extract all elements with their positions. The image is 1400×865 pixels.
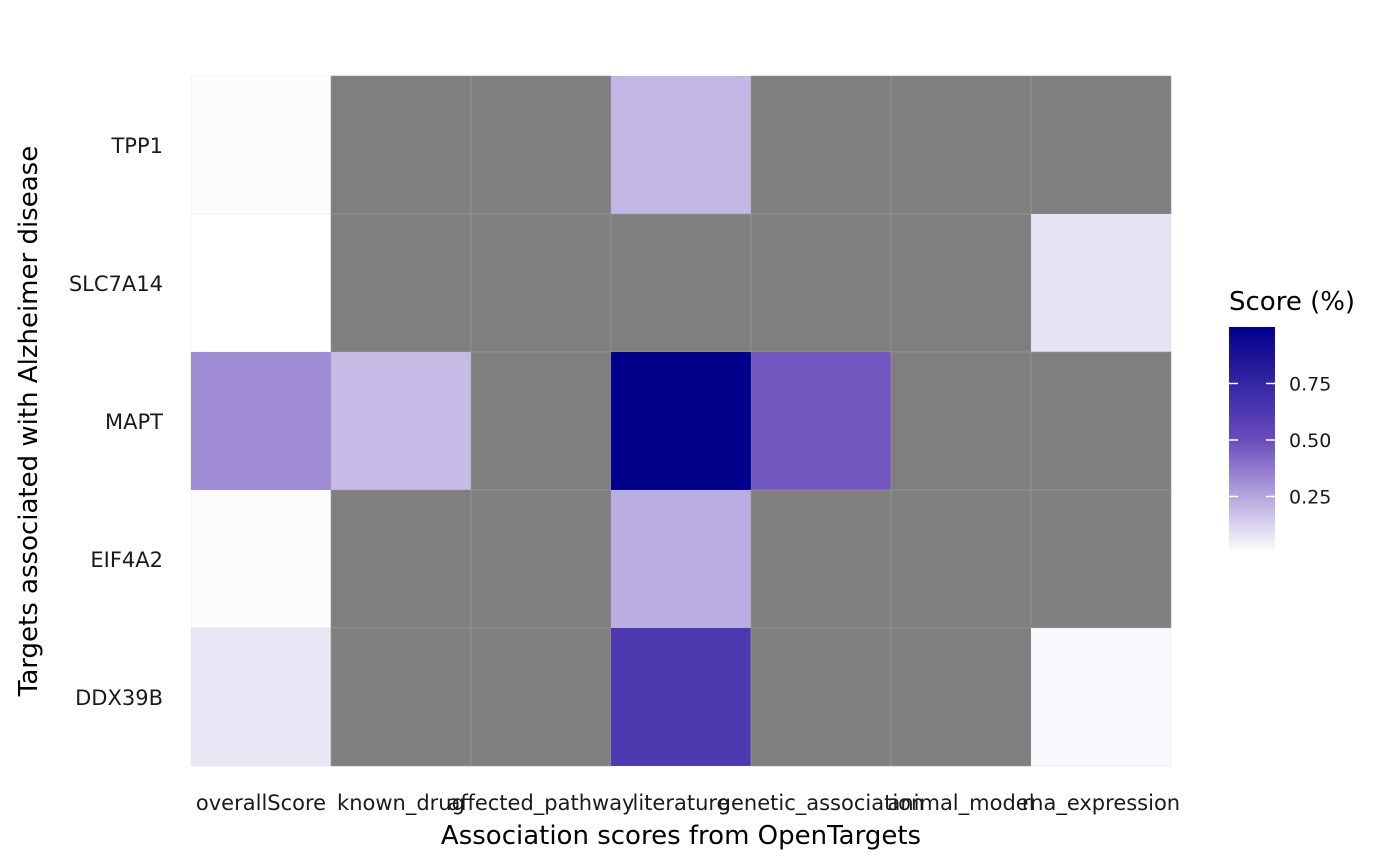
cell-eif4a2-literature: [610, 489, 752, 629]
cell-ddx39b-overallscore: [190, 627, 332, 767]
x-tick-label-rna-expression: rna_expression: [1022, 791, 1180, 816]
legend-ticks: 0.25 0.50 0.75: [1229, 374, 1331, 509]
cell-ddx39b-literature: [610, 627, 752, 767]
y-tick-label-eif4a2: EIF4A2: [90, 548, 163, 572]
y-axis-title: Targets associated with Alzheimer diseas…: [14, 146, 44, 697]
cell-tpp1-rna-expression: [1030, 75, 1172, 215]
cell-mapt-affected-pathway: [470, 351, 612, 491]
cell-mapt-genetic-association: [750, 351, 892, 491]
cell-eif4a2-rna-expression: [1030, 489, 1172, 629]
cell-slc7a14-known-drug: [330, 213, 472, 353]
cell-mapt-overallscore: [190, 351, 332, 491]
cell-ddx39b-animal-model: [890, 627, 1032, 767]
cell-ddx39b-affected-pathway: [470, 627, 612, 767]
cell-mapt-known-drug: [330, 351, 472, 491]
y-tick-label-mapt: MAPT: [105, 410, 163, 434]
heatmap-cells: [190, 75, 1172, 767]
cell-tpp1-animal-model: [890, 75, 1032, 215]
cell-eif4a2-overallscore: [190, 489, 332, 629]
cell-eif4a2-known-drug: [330, 489, 472, 629]
cell-slc7a14-genetic-association: [750, 213, 892, 353]
x-axis-title: Association scores from OpenTargets: [441, 821, 921, 851]
legend-tick-label-0-75: 0.75: [1289, 374, 1331, 396]
legend-tick-label-0-25: 0.25: [1289, 487, 1331, 509]
color-legend: Score (%) 0.25 0.50 0.75: [1229, 287, 1355, 553]
x-tick-label-animal-model: animal_model: [887, 791, 1034, 816]
cell-ddx39b-genetic-association: [750, 627, 892, 767]
y-tick-label-slc7a14: SLC7A14: [69, 272, 163, 296]
x-tick-label-known-drug: known_drug: [337, 791, 465, 816]
x-tick-label-affected-pathway: affected_pathway: [447, 791, 634, 816]
y-tick-label-tpp1: TPP1: [110, 134, 163, 158]
cell-mapt-rna-expression: [1030, 351, 1172, 491]
cell-slc7a14-overallscore: [190, 213, 332, 353]
x-tick-labels: overallScore known_drugaffected_pathwayli…: [196, 791, 1180, 816]
legend-title: Score (%): [1229, 287, 1355, 317]
cell-slc7a14-literature: [610, 213, 752, 353]
x-tick-label-overallscore: overallScore: [196, 791, 326, 815]
cell-slc7a14-animal-model: [890, 213, 1032, 353]
cell-mapt-literature: [610, 351, 752, 491]
cell-eif4a2-genetic-association: [750, 489, 892, 629]
cell-tpp1-literature: [610, 75, 752, 215]
cell-slc7a14-rna-expression: [1030, 213, 1172, 353]
cell-mapt-animal-model: [890, 351, 1032, 491]
legend-tick-label-0-50: 0.50: [1289, 430, 1331, 452]
x-tick-label-genetic-association: genetic_association: [718, 791, 925, 816]
cell-tpp1-known-drug: [330, 75, 472, 215]
y-tick-label-ddx39b: DDX39B: [75, 686, 163, 710]
y-tick-labels: TPP1 SLC7A14 MAPT EIF4A2 DDX39B: [69, 134, 163, 710]
cell-ddx39b-known-drug: [330, 627, 472, 767]
cell-tpp1-genetic-association: [750, 75, 892, 215]
cell-tpp1-affected-pathway: [470, 75, 612, 215]
cell-eif4a2-animal-model: [890, 489, 1032, 629]
cell-eif4a2-affected-pathway: [470, 489, 612, 629]
cell-ddx39b-rna-expression: [1030, 627, 1172, 767]
cell-tpp1-overallscore: [190, 75, 332, 215]
cell-slc7a14-affected-pathway: [470, 213, 612, 353]
x-tick-label-literature: literature: [633, 791, 730, 815]
